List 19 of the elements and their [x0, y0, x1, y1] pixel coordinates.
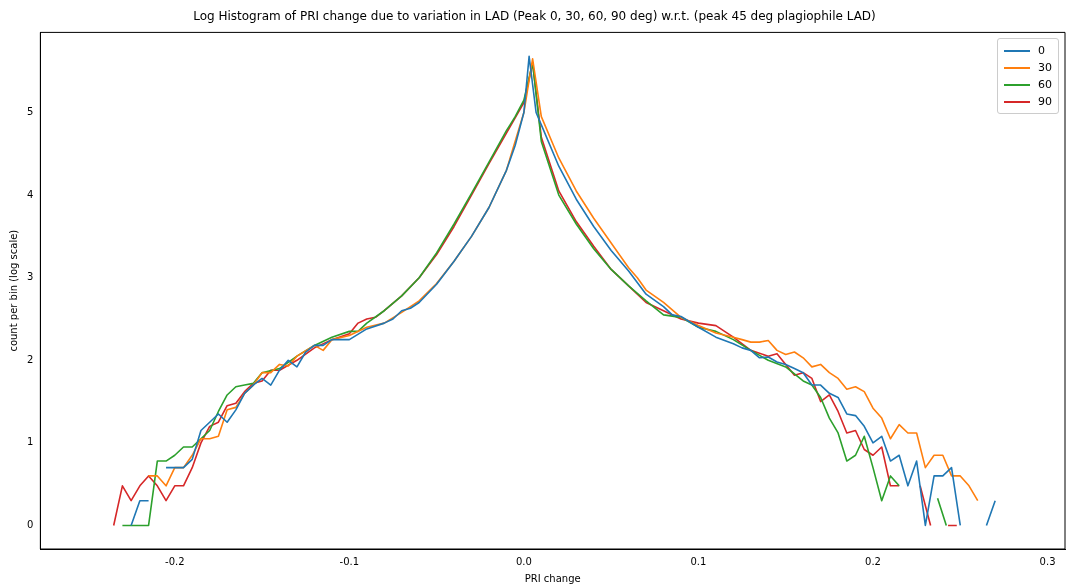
x-tick-label: 0.0: [515, 555, 532, 567]
y-tick-label: 1: [26, 436, 34, 448]
legend-label: 90: [1037, 94, 1052, 111]
y-tick-label: 4: [26, 188, 34, 200]
y-tick-label: 5: [26, 106, 34, 118]
x-tick-label: 0.2: [865, 555, 881, 567]
x-tick-label: -0.1: [339, 555, 360, 567]
x-tick-label: 0.3: [1039, 555, 1056, 567]
x-axis-title: PRI change: [524, 572, 581, 584]
y-axis-title: count per bin (log scale): [7, 229, 19, 352]
x-tick-label: 0.1: [690, 555, 707, 567]
y-tick-label: 0: [26, 519, 34, 531]
legend-label: 0: [1037, 43, 1046, 60]
y-tick-label: 2: [26, 353, 34, 365]
legend-label: 30: [1037, 60, 1052, 77]
x-tick-label: -0.2: [165, 555, 185, 567]
y-tick-label: 3: [26, 271, 34, 283]
legend-label: 60: [1037, 77, 1052, 94]
chart-title: Log Histogram of PRI change due to variation in LAD (Peak 0, 30, 60, 90 deg) w.r.t. (peak 45 deg plagiophile LAD): [193, 9, 876, 24]
